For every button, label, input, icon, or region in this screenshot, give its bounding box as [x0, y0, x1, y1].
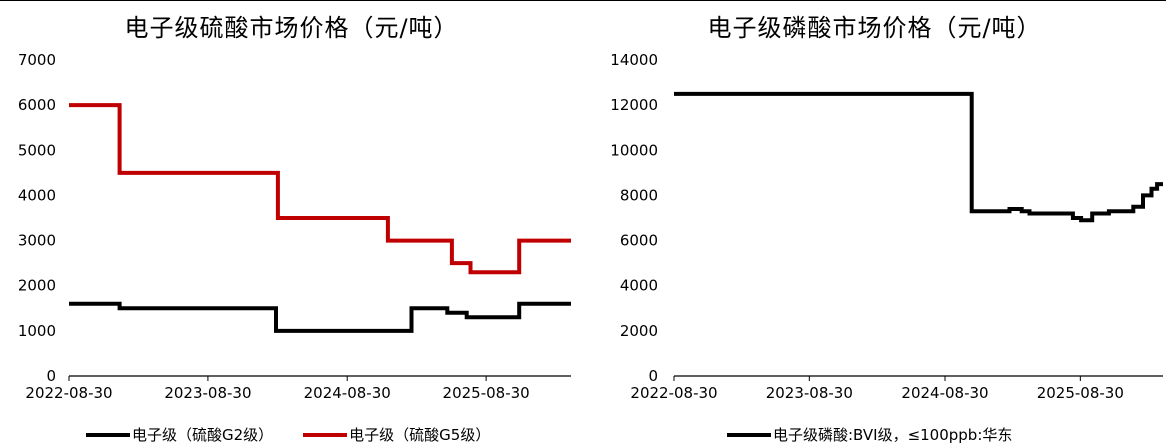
x-tick-label: 2025-08-30 — [443, 384, 530, 402]
chart-legend: 电子级磷酸:BVI级，≤100ppb:华东 — [727, 424, 1042, 445]
x-tick-label: 2023-08-30 — [766, 384, 853, 402]
y-tick-label: 10000 — [610, 141, 658, 159]
chart-title: 电子级磷酸市场价格（元/吨） — [707, 14, 1042, 42]
y-tick-label: 1000 — [18, 322, 56, 340]
y-tick-label: 6000 — [620, 232, 658, 250]
legend-swatch-g5 — [303, 432, 348, 437]
y-tick-label: 8000 — [620, 186, 658, 204]
x-tick-label: 2022-08-30 — [630, 384, 717, 402]
y-tick-label: 0 — [648, 367, 658, 385]
legend-label-g5: 电子级（硫酸G5级） — [349, 426, 491, 444]
legend-item-g5: 电子级（硫酸G5级） — [303, 424, 490, 445]
phosphoric-acid-chart-panel: 电子级磷酸市场价格（元/吨） 0 2000 4000 6000 8000 10000 120… — [583, 0, 1166, 448]
sulfuric-acid-chart: 0 1000 2000 3000 4000 5000 6000 7000 2022-08-30 2… — [18, 51, 571, 402]
legend-label-bvi: 电子级磷酸:BVI级，≤100ppb:华东 — [773, 426, 1013, 444]
phosphoric-acid-chart: 0 2000 4000 6000 8000 10000 12000 14000 2022-08-… — [610, 51, 1163, 402]
y-tick-label: 2000 — [620, 322, 658, 340]
y-tick-label: 4000 — [18, 186, 56, 204]
chart-title: 电子级硫酸市场价格（元/吨） — [124, 14, 459, 42]
x-tick-label: 2024-08-30 — [901, 384, 988, 402]
legend-label-g2: 电子级（硫酸G2级） — [132, 426, 274, 444]
series-line-0 — [674, 91, 1163, 223]
legend-swatch-bvi — [727, 432, 771, 437]
y-tick-label: 2000 — [18, 277, 56, 295]
sulfuric-acid-chart-panel: 电子级硫酸市场价格（元/吨） 0 1000 2000 3000 4000 5000 6000… — [18, 14, 571, 445]
y-tick-label: 5000 — [18, 141, 56, 159]
x-tick-label: 2023-08-30 — [164, 384, 251, 402]
chart-legend: 电子级（硫酸G2级） 电子级（硫酸G5级） — [86, 424, 520, 445]
y-tick-label: 14000 — [610, 51, 658, 69]
legend-swatch-g2 — [86, 432, 130, 437]
x-tick-label: 2025-08-30 — [1037, 384, 1124, 402]
y-tick-label: 0 — [46, 367, 56, 385]
y-tick-label: 4000 — [620, 277, 658, 295]
x-tick-label: 2022-08-30 — [25, 384, 112, 402]
legend-item-g2: 电子级（硫酸G2级） — [86, 424, 273, 445]
top-border — [0, 0, 1166, 1]
y-tick-label: 6000 — [18, 96, 56, 114]
series-line-0 — [69, 301, 571, 333]
y-tick-label: 3000 — [18, 232, 56, 250]
y-tick-label: 12000 — [610, 96, 658, 114]
legend-item-bvi: 电子级磷酸:BVI级，≤100ppb:华东 — [727, 424, 1012, 445]
y-tick-label: 7000 — [18, 51, 56, 69]
x-tick-label: 2024-08-30 — [304, 384, 391, 402]
series-line-1 — [69, 103, 571, 275]
